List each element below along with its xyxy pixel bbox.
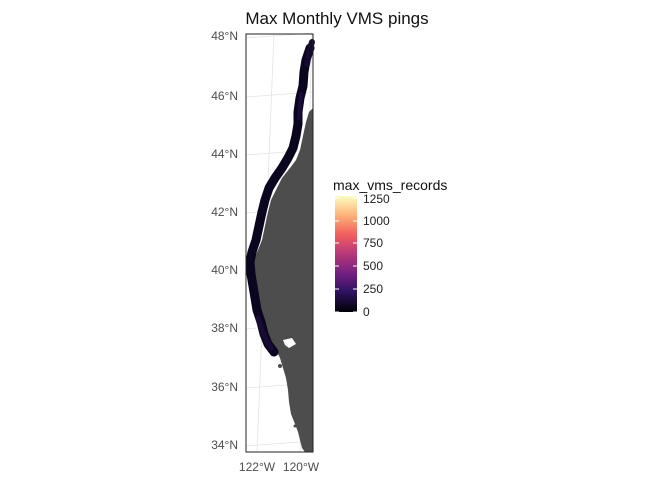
legend-label: 1000 <box>363 214 390 228</box>
legend-label: 750 <box>363 236 383 250</box>
legend-label: 250 <box>363 282 383 296</box>
vms-effort-layer <box>245 39 315 357</box>
legend-colorbar <box>335 196 357 312</box>
lat-tick-label: 42°N <box>211 205 238 219</box>
island <box>293 424 297 428</box>
lat-tick-label: 46°N <box>211 89 238 103</box>
vms-effort-hotspot-south <box>255 315 274 351</box>
lon-tick-label: 120°W <box>283 460 320 474</box>
lon-axis: 122°W 120°W <box>239 460 320 474</box>
legend-title: max_vms_records <box>333 177 447 193</box>
lat-tick-label: 40°N <box>211 263 238 277</box>
lon-tick-label: 122°W <box>239 460 276 474</box>
lat-tick-label: 34°N <box>211 438 238 452</box>
lat-tick-label: 36°N <box>211 380 238 394</box>
lat-tick-label: 38°N <box>211 321 238 335</box>
vms-effort-hotspot-oregon <box>297 92 303 120</box>
legend-label: 0 <box>363 305 370 319</box>
map-panel-border <box>245 33 314 453</box>
map-panel <box>245 32 315 453</box>
land-polygon <box>254 108 313 452</box>
legend-label: 500 <box>363 259 383 273</box>
legend: max_vms_records 0 250 500 750 1000 1250 <box>333 177 447 319</box>
lat-tick-label: 44°N <box>211 147 238 161</box>
legend-ticks <box>335 197 357 313</box>
chart-title: Max Monthly VMS pings <box>245 9 428 28</box>
legend-label: 1250 <box>363 192 390 206</box>
bay-notch <box>283 338 296 348</box>
lat-tick-label: 48°N <box>211 29 238 43</box>
vms-effort-north <box>304 39 315 67</box>
lat-axis: 48°N 46°N 44°N 42°N 40°N 38°N 36°N 34°N <box>211 29 238 452</box>
island <box>278 364 282 368</box>
